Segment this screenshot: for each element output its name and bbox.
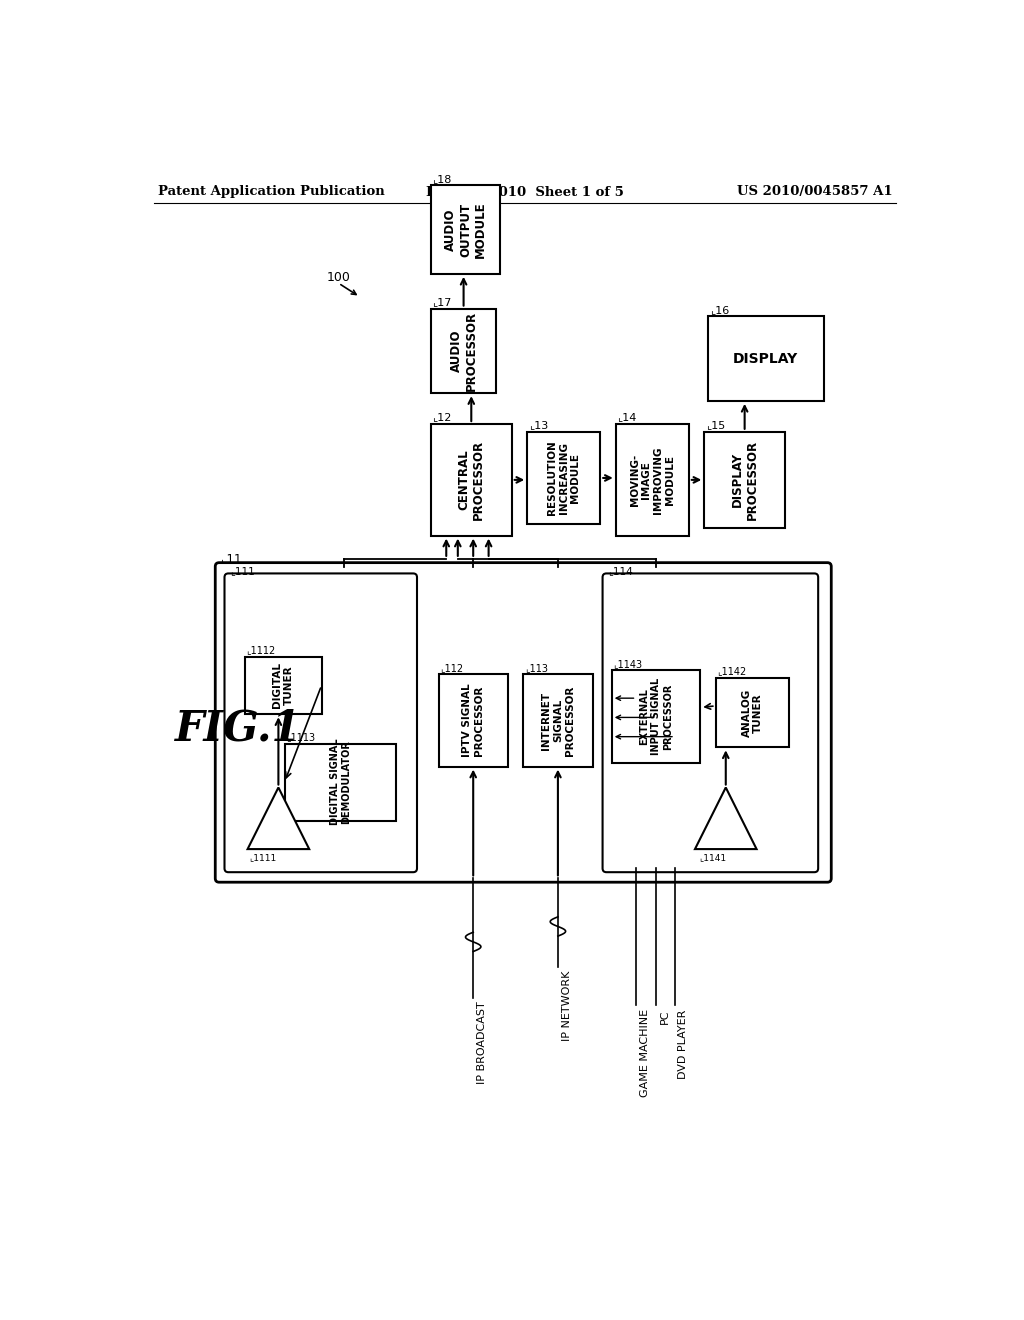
Text: IP BROADCAST: IP BROADCAST [477,1002,487,1084]
Bar [708,317,823,401]
Text: ⌞12: ⌞12 [432,413,452,422]
Text: PC: PC [659,1010,670,1024]
Text: ⌞113: ⌞113 [524,663,548,673]
Bar [431,185,500,275]
Bar [245,656,322,714]
Text: ⌞1142: ⌞1142 [717,667,746,677]
Text: ⌞17: ⌞17 [432,297,452,308]
Bar [611,671,700,763]
Text: AUDIO
PROCESSOR: AUDIO PROCESSOR [450,310,477,391]
Text: DIGITAL SIGNAL
DEMODULATOR: DIGITAL SIGNAL DEMODULATOR [330,739,351,825]
Text: ⌞13: ⌞13 [528,420,548,430]
Text: ⌞15: ⌞15 [706,420,725,430]
FancyBboxPatch shape [224,573,417,873]
Text: Patent Application Publication: Patent Application Publication [158,185,384,198]
Text: ⌞16: ⌞16 [710,305,729,314]
FancyBboxPatch shape [602,573,818,873]
Text: AUDIO
OUTPUT
MODULE: AUDIO OUTPUT MODULE [444,202,487,257]
Bar [716,678,788,747]
Bar [705,432,785,528]
Text: CENTRAL
PROCESSOR: CENTRAL PROCESSOR [458,440,485,520]
Text: ⌞1113: ⌞1113 [286,733,315,742]
Bar [527,432,600,524]
Text: ⌞14: ⌞14 [617,413,637,422]
Text: ⌞111: ⌞111 [230,566,255,576]
Text: ⌞1112: ⌞1112 [246,645,275,655]
Text: IP NETWORK: IP NETWORK [562,970,571,1041]
Text: US 2010/0045857 A1: US 2010/0045857 A1 [737,185,893,198]
FancyBboxPatch shape [215,562,831,882]
Text: ⌞114: ⌞114 [608,566,633,576]
Text: DVD PLAYER: DVD PLAYER [678,1010,688,1078]
Text: DISPLAY
PROCESSOR: DISPLAY PROCESSOR [731,440,759,520]
Text: 100: 100 [327,271,351,284]
Text: DIGITAL
TUNER: DIGITAL TUNER [272,663,294,709]
Bar [615,424,689,536]
Text: Feb. 25, 2010  Sheet 1 of 5: Feb. 25, 2010 Sheet 1 of 5 [426,185,624,198]
Text: RESOLUTION
INCREASING
MODULE: RESOLUTION INCREASING MODULE [547,441,581,515]
Text: DISPLAY: DISPLAY [733,351,799,366]
Text: ⌞112: ⌞112 [440,663,463,673]
Polygon shape [248,788,309,849]
Text: GAME MACHINE: GAME MACHINE [640,1010,649,1097]
Bar [431,424,512,536]
Text: ⌞11: ⌞11 [220,552,241,565]
Text: IPTV SIGNAL
PROCESSOR: IPTV SIGNAL PROCESSOR [463,684,484,758]
Bar [438,675,508,767]
Text: MOVING-
IMAGE
IMPROVING
MODULE: MOVING- IMAGE IMPROVING MODULE [630,446,675,513]
Text: ⌞1141: ⌞1141 [698,853,726,862]
Text: EXTERNAL
INPUT SIGNAL
PROCESSOR: EXTERNAL INPUT SIGNAL PROCESSOR [639,678,673,755]
Bar [431,309,497,393]
Text: ANALOG
TUNER: ANALOG TUNER [741,689,763,737]
Text: INTERNET
SIGNAL
PROCESSOR: INTERNET SIGNAL PROCESSOR [542,685,574,755]
Text: ⌞1143: ⌞1143 [613,659,642,669]
Bar [523,675,593,767]
Bar [285,743,396,821]
Polygon shape [695,788,757,849]
Text: ⌞1111: ⌞1111 [249,853,276,862]
Text: ⌞18: ⌞18 [432,174,452,183]
Text: FIG.1: FIG.1 [175,708,302,750]
